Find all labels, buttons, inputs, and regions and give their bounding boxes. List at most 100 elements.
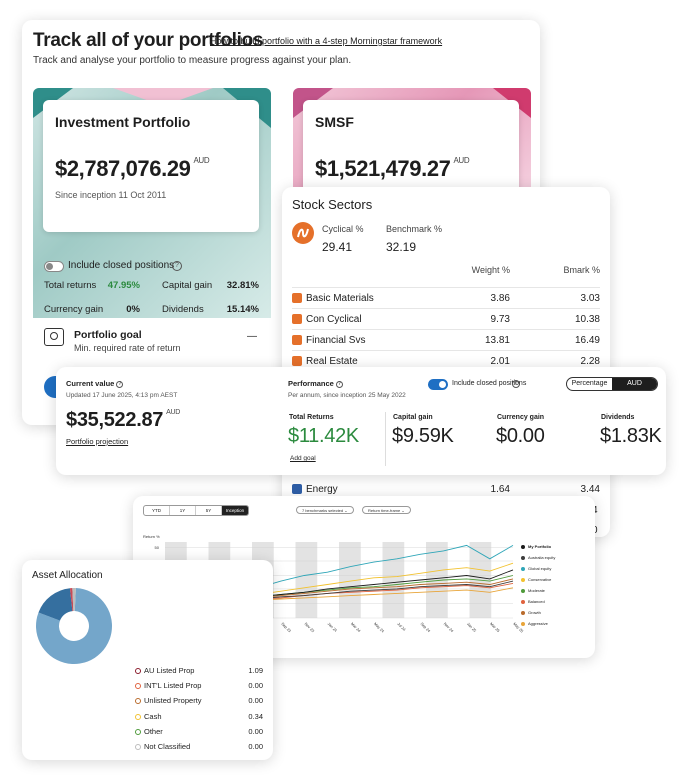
donut-slice[interactable] <box>35 588 112 664</box>
goal-title: Portfolio goal <box>74 329 142 341</box>
sector-name: Basic Materials <box>306 293 374 304</box>
legend-item[interactable]: Growth <box>528 610 541 615</box>
capital-gain-value: 32.81% <box>226 280 259 291</box>
sector-bmark: 3.03 <box>580 293 600 304</box>
sector-weight: 13.81 <box>484 335 510 346</box>
asset-row: Unlisted Property 0.00 <box>135 696 263 708</box>
asset-name: Other <box>144 726 163 736</box>
sector-bmark: 16.49 <box>574 335 600 346</box>
asset-dot <box>135 728 141 735</box>
legend-item[interactable]: My Portfolio <box>528 544 552 549</box>
framework-link[interactable]: How to build portfolio with a 4-step Mor… <box>210 36 443 46</box>
stock-sectors-card: Stock Sectors Cyclical % 29.41 Benchmark… <box>282 187 610 537</box>
benchmarks-dropdown[interactable]: 7 benchmarks selected ⌄ <box>296 506 354 514</box>
y-axis-label: Return % <box>143 534 160 539</box>
dividends-label: Dividends <box>601 414 635 421</box>
help-icon[interactable]: ? <box>172 261 182 271</box>
portfolio-name: SMSF <box>315 114 354 130</box>
asset-name: AU Listed Prop <box>144 666 195 675</box>
donut-slice[interactable] <box>72 588 76 612</box>
timeframe-tabs: YTD 1Y 5Y Inception <box>143 505 249 516</box>
legend-dot <box>521 567 525 571</box>
sector-bmark: 3.44 <box>580 484 600 495</box>
asset-dot <box>135 698 141 705</box>
asset-row: Cash 0.34 <box>135 712 263 724</box>
sectors-title: Stock Sectors <box>292 197 373 212</box>
sector-row: Basic Materials 3.86 3.03 <box>292 287 600 308</box>
currency-gain-value: 0% <box>126 304 140 315</box>
col-bmark: Bmark % <box>563 265 600 275</box>
legend-dot <box>521 578 525 582</box>
y-tick-label: 50 <box>155 545 160 550</box>
asset-value: 0.00 <box>248 742 263 751</box>
donut-slice[interactable] <box>69 588 74 612</box>
current-value: $35,522.87 AUD <box>66 409 180 431</box>
asset-dot <box>135 683 141 690</box>
x-tick-label: May 24 <box>373 622 385 634</box>
help-icon[interactable]: ? <box>116 380 124 388</box>
asset-allocation-donut <box>35 588 112 664</box>
portfolio-name: Investment Portfolio <box>55 114 191 130</box>
legend-item[interactable]: Australia equity <box>528 555 556 560</box>
current-value-label: Current value ? <box>66 379 124 388</box>
currency-gain-label: Currency gain <box>497 414 545 421</box>
capital-gain-label: Capital gain <box>162 280 213 291</box>
legend-item[interactable]: Conservative <box>528 577 552 582</box>
sector-name: Energy <box>306 484 338 495</box>
asset-value: 1.09 <box>248 666 263 675</box>
total-returns-label: Total returns <box>44 280 97 291</box>
sector-weight: 1.64 <box>490 484 510 495</box>
chart-band <box>295 542 318 618</box>
x-tick-label: Mar 24 <box>350 622 361 633</box>
tab-inception[interactable]: Inception <box>222 506 248 515</box>
goal-icon <box>44 328 64 346</box>
sector-weight: 2.01 <box>490 356 510 367</box>
portfolio-projection-link[interactable]: Portfolio projection <box>66 437 129 446</box>
basic-materials-icon <box>292 293 302 303</box>
col-weight: Weight % <box>471 265 510 275</box>
updated-time: Updated 17 June 2025, 4:13 pm AEST <box>66 392 178 399</box>
display-mode-toggle[interactable]: Percentage AUD <box>566 377 658 391</box>
aud-option[interactable]: AUD <box>612 378 657 390</box>
legend-dot <box>521 622 525 626</box>
tab-1y[interactable]: 1Y <box>170 506 196 515</box>
include-closed-toggle[interactable] <box>428 379 448 390</box>
x-tick-label: Nov 24 <box>443 622 454 633</box>
percentage-option[interactable]: Percentage <box>571 380 608 387</box>
include-closed-label: Include closed positions <box>452 380 527 387</box>
legend-item[interactable]: Global equity <box>528 566 552 571</box>
sector-weight: 3.86 <box>490 293 510 304</box>
asset-name: Cash <box>144 711 162 721</box>
currency-gain-value: $0.00 <box>496 425 545 447</box>
capital-gain-label: Capital gain <box>393 414 433 421</box>
x-tick-label: Jan 24 <box>327 622 338 633</box>
x-tick-label: May 25 <box>512 622 524 634</box>
include-closed-label: Include closed positions <box>68 260 175 271</box>
energy-icon <box>292 484 302 494</box>
asset-dot <box>135 713 141 720</box>
investment-portfolio-card[interactable]: Investment Portfolio $2,787,076.29 AUD Si… <box>43 100 259 232</box>
sector-bmark: 2.28 <box>580 356 600 367</box>
tab-5y[interactable]: 5Y <box>196 506 222 515</box>
currency-gain-label: Currency gain <box>44 304 104 315</box>
sector-name: Real Estate <box>306 356 358 367</box>
cyclical-label: Cyclical % <box>322 224 364 234</box>
help-icon[interactable]: ? <box>512 380 520 388</box>
asset-row: Not Classified 0.00 <box>135 742 263 754</box>
help-icon[interactable]: ? <box>335 380 343 388</box>
legend-item[interactable]: Aggressive <box>528 621 548 626</box>
goal-value: — <box>247 331 257 342</box>
asset-dot <box>135 668 141 674</box>
x-tick-label: Sep 24 <box>419 622 430 633</box>
x-tick-label: Nov 23 <box>303 622 314 633</box>
legend-item[interactable]: Balanced <box>528 599 545 604</box>
donut-slice[interactable] <box>38 588 73 621</box>
include-closed-toggle[interactable] <box>44 261 64 272</box>
legend-dot <box>521 611 525 615</box>
timeframe-dropdown[interactable]: Return time-frame ⌄ <box>362 506 411 514</box>
add-goal-link[interactable]: Add goal <box>290 455 316 462</box>
legend-item[interactable]: Moderate <box>528 588 545 593</box>
smsf-portfolio-card[interactable]: SMSF $1,521,479.27 AUD <box>303 100 519 200</box>
sector-bmark: 10.38 <box>574 314 600 325</box>
tab-ytd[interactable]: YTD <box>144 506 170 515</box>
